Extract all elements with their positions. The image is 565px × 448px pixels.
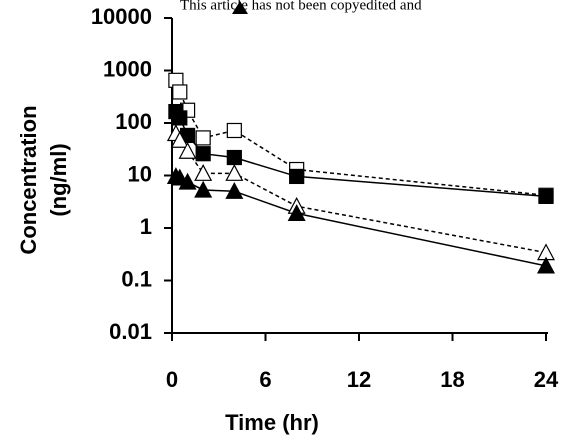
marker [172, 110, 188, 126]
marker [226, 149, 242, 166]
x-tick-label: 6 [259, 367, 271, 392]
y-tick-label: 10000 [91, 4, 152, 29]
x-tick-label: 0 [166, 367, 178, 392]
y-tick-label: 0.01 [109, 319, 152, 344]
annotation: This article has not been copyedited and [180, 0, 422, 13]
y-tick-label: 10 [128, 161, 152, 186]
marker [178, 141, 197, 159]
marker [194, 164, 213, 181]
x-tick-label: 12 [347, 367, 371, 392]
x-tick-label: 18 [440, 367, 464, 392]
marker [170, 130, 189, 148]
marker [178, 172, 197, 190]
marker [225, 164, 244, 181]
marker [538, 188, 554, 204]
marker [172, 84, 188, 100]
marker [226, 122, 242, 139]
marker [537, 256, 555, 274]
marker [195, 146, 211, 162]
marker [194, 180, 213, 198]
marker [225, 182, 244, 199]
x-axis-title: Time (hr) [225, 410, 319, 435]
marker [195, 130, 211, 146]
y-axis-title: (ng/ml) [46, 143, 71, 216]
marker [287, 204, 306, 221]
y-tick-label: 0.1 [121, 266, 152, 291]
y-tick-label: 1 [140, 214, 152, 239]
marker [289, 168, 305, 185]
x-tick-label: 24 [534, 367, 559, 392]
y-tick-label: 100 [115, 109, 152, 134]
y-tick-label: 1000 [103, 56, 152, 81]
watermark-marker [232, 1, 248, 14]
y-axis-title: Concentration [16, 105, 41, 254]
